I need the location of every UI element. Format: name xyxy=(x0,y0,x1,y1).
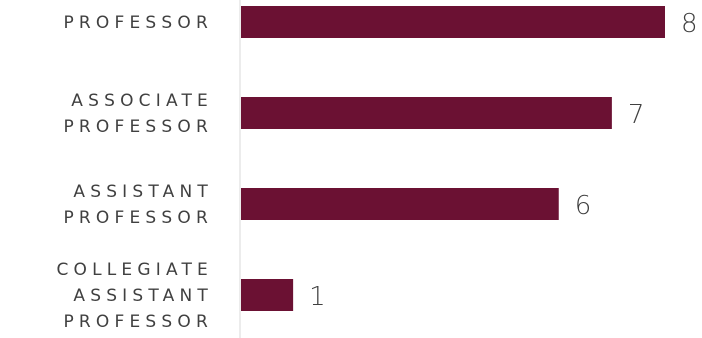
category-label-line: PROFESSOR xyxy=(63,13,213,33)
bar-3 xyxy=(241,188,559,220)
category-labels-group: PROFESSOR ASSOCIATE PROFESSOR ASSISTANT PROF… xyxy=(56,13,213,332)
value-label-1: 8 xyxy=(681,9,698,39)
category-label-2: ASSOCIATE PROFESSOR xyxy=(63,91,213,137)
category-label-line: PROFESSOR xyxy=(63,208,213,228)
category-label-line: PROFESSOR xyxy=(63,117,213,137)
category-label-1: PROFESSOR xyxy=(63,13,213,33)
category-label-line: PROFESSOR xyxy=(63,312,213,332)
category-label-4: COLLEGIATE ASSISTANT PROFESSOR xyxy=(56,260,213,332)
bar-2 xyxy=(241,97,612,129)
category-label-3: ASSISTANT PROFESSOR xyxy=(63,182,213,228)
bars-group xyxy=(241,6,665,311)
value-label-2: 7 xyxy=(628,100,645,130)
category-label-line: COLLEGIATE xyxy=(56,260,213,280)
value-labels-group: 8 7 6 1 xyxy=(309,9,697,312)
value-label-3: 6 xyxy=(575,191,592,221)
category-label-line: ASSISTANT xyxy=(73,286,213,306)
category-label-line: ASSOCIATE xyxy=(71,91,213,111)
bar-4 xyxy=(241,279,294,311)
value-label-4: 1 xyxy=(309,282,326,312)
category-label-line: ASSISTANT xyxy=(73,182,213,202)
bar-1 xyxy=(241,6,665,38)
